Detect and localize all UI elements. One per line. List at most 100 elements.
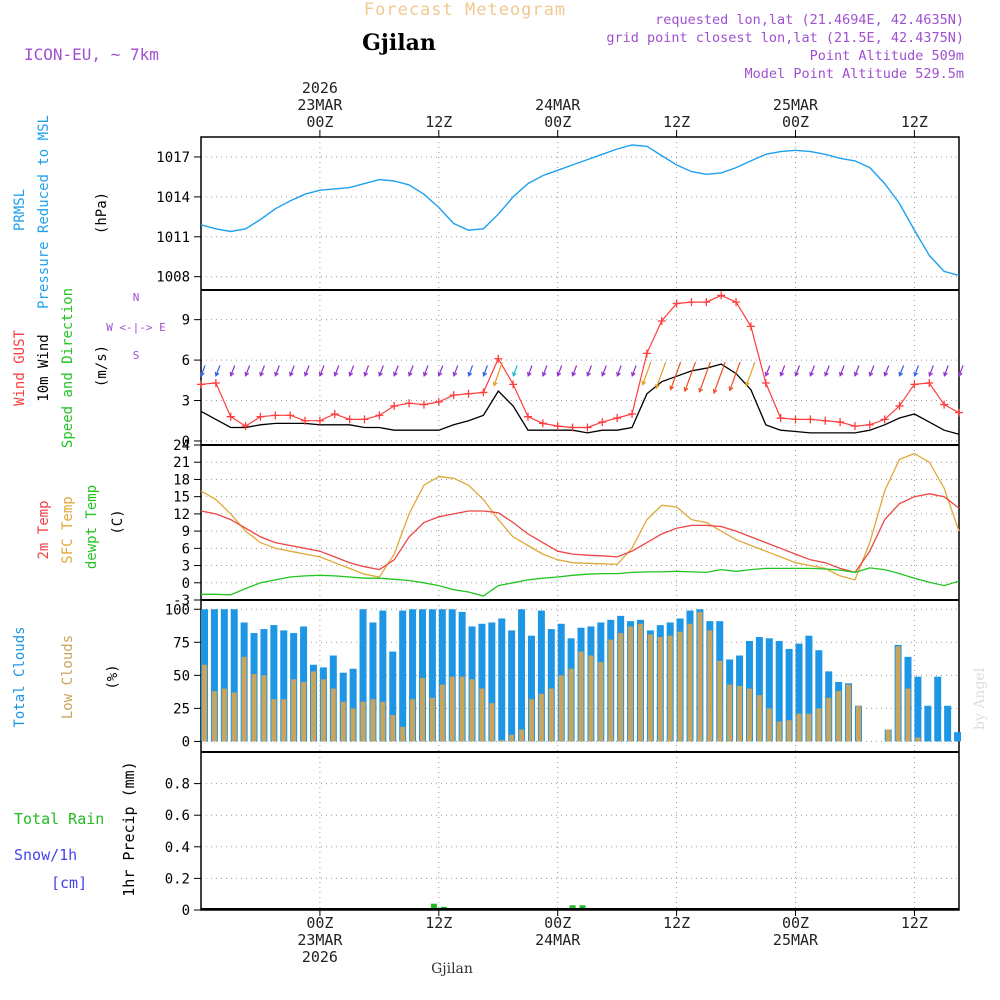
- gust-marker: [553, 422, 562, 431]
- low-clouds-bar: [647, 634, 653, 742]
- total-clouds-bar: [924, 705, 932, 742]
- gust-marker: [925, 379, 934, 387]
- wind-direction-arrow: [289, 365, 295, 376]
- low-clouds-bar: [608, 639, 614, 742]
- gust-marker: [449, 391, 458, 400]
- wind-arrow-head: [492, 381, 498, 387]
- wind-arrow-head: [348, 371, 354, 377]
- top-time-label: 00Z: [782, 113, 809, 131]
- y-tick-label: 0: [182, 903, 190, 919]
- bottom-time-label: 00Z: [544, 914, 571, 932]
- low-clouds-bar: [598, 662, 604, 742]
- total-clouds-bar: [508, 630, 516, 742]
- wind-direction-arrow: [483, 365, 488, 377]
- wind-direction-arrow: [765, 365, 771, 376]
- label-10m-wind: 10m Wind: [36, 334, 52, 401]
- wind-direction-arrow: [349, 365, 355, 376]
- gust-marker: [657, 317, 666, 325]
- low-clouds-bar: [350, 708, 356, 742]
- total-clouds-bar: [399, 610, 407, 742]
- label-pressure-msl: Pressure Reduced to MSL: [36, 115, 52, 309]
- gust-marker: [345, 415, 354, 424]
- low-clouds-bar: [538, 693, 544, 742]
- total-clouds-bar: [785, 648, 793, 742]
- low-clouds-bar: [776, 721, 782, 742]
- wind-direction-arrow: [200, 365, 206, 377]
- label-2m-temp: 2m Temp: [36, 500, 52, 559]
- wind-arrow-head: [229, 371, 235, 377]
- low-clouds-bar: [231, 692, 237, 742]
- wind-arrow-head: [244, 371, 250, 377]
- y-tick-label: 12: [173, 507, 190, 523]
- total-clouds-bar: [349, 668, 357, 742]
- wind-direction-arrow: [364, 365, 370, 377]
- panel-4: 0 0.2 0.4 0.6 0.8: [165, 752, 959, 919]
- top-time-label: 12Z: [901, 113, 928, 131]
- wind-arrow-head: [333, 371, 339, 377]
- gust-marker: [821, 416, 830, 425]
- low-clouds-bar: [697, 611, 703, 742]
- total-clouds-bar: [954, 732, 962, 742]
- low-clouds-bar: [449, 676, 455, 742]
- sfc-temp-line: [200, 452, 960, 581]
- top-time-label: 12Z: [663, 113, 690, 131]
- low-clouds-bar: [519, 729, 525, 742]
- low-clouds-bar: [459, 676, 465, 742]
- wind-arrow-head: [631, 371, 636, 377]
- wind-direction-arrow: [542, 365, 548, 377]
- label-sfc-temp: SFC Temp: [60, 496, 76, 563]
- wind-gust-line: [200, 294, 960, 429]
- low-clouds-bar: [251, 674, 257, 742]
- wind-direction-arrow: [670, 361, 682, 390]
- total-clouds-bar: [409, 609, 417, 742]
- low-clouds-bar: [727, 684, 733, 742]
- wind-direction-arrow: [557, 365, 563, 376]
- y-tick-label: 0: [182, 734, 190, 750]
- gust-marker: [955, 408, 963, 417]
- gust-marker: [271, 411, 280, 420]
- low-clouds-bar: [796, 713, 802, 742]
- low-clouds-bar: [320, 679, 326, 742]
- wind-arrow-head: [541, 371, 547, 377]
- low-clouds-bar: [479, 688, 485, 742]
- wind-arrow-head: [467, 371, 473, 377]
- wind-arrow-head: [928, 371, 933, 377]
- total-clouds-bar: [527, 635, 535, 742]
- y-tick-label: 25: [173, 701, 190, 717]
- y-tick-label: 75: [173, 635, 190, 651]
- bottom-time-label: 25MAR: [773, 931, 819, 949]
- low-clouds-bar: [390, 714, 396, 742]
- y-tick-label: 9: [182, 524, 190, 540]
- top-time-label: 25MAR: [773, 96, 819, 114]
- wind-arrow-head: [601, 371, 606, 377]
- wind-arrow-head: [868, 371, 874, 377]
- top-time-label: 00Z: [306, 113, 333, 131]
- low-clouds-bar: [806, 713, 812, 742]
- low-clouds-bar: [746, 688, 752, 742]
- wind-arrow-head: [512, 371, 517, 377]
- wind-direction-arrow: [684, 361, 697, 392]
- low-clouds-bar: [211, 691, 217, 742]
- wind-direction-arrow: [914, 365, 919, 377]
- low-clouds-bar: [301, 681, 307, 742]
- total-clouds-bar: [765, 638, 773, 742]
- wind-arrow-head: [422, 371, 428, 377]
- gust-marker: [761, 379, 770, 387]
- low-clouds-bar: [588, 655, 594, 742]
- gust-marker: [895, 401, 904, 410]
- gust-marker: [211, 379, 220, 387]
- y-tick-label: 50: [173, 668, 190, 684]
- total-clouds-bar: [418, 609, 426, 742]
- label-prmsl: PRMSL: [12, 189, 28, 231]
- wind-direction-arrow: [854, 365, 860, 376]
- wind-direction-arrow: [512, 365, 518, 377]
- y-tick-label: 24: [173, 438, 190, 454]
- gust-marker: [910, 380, 919, 389]
- wind-arrow-head: [586, 371, 591, 377]
- chart-supertitle: Forecast Meteogram: [364, 0, 566, 20]
- gust-marker: [375, 411, 384, 420]
- top-time-label: 00Z: [544, 113, 571, 131]
- wind-direction-arrow: [655, 361, 667, 389]
- model-altitude: Model Point Altitude 529.5m: [745, 66, 964, 82]
- gust-marker: [702, 298, 711, 307]
